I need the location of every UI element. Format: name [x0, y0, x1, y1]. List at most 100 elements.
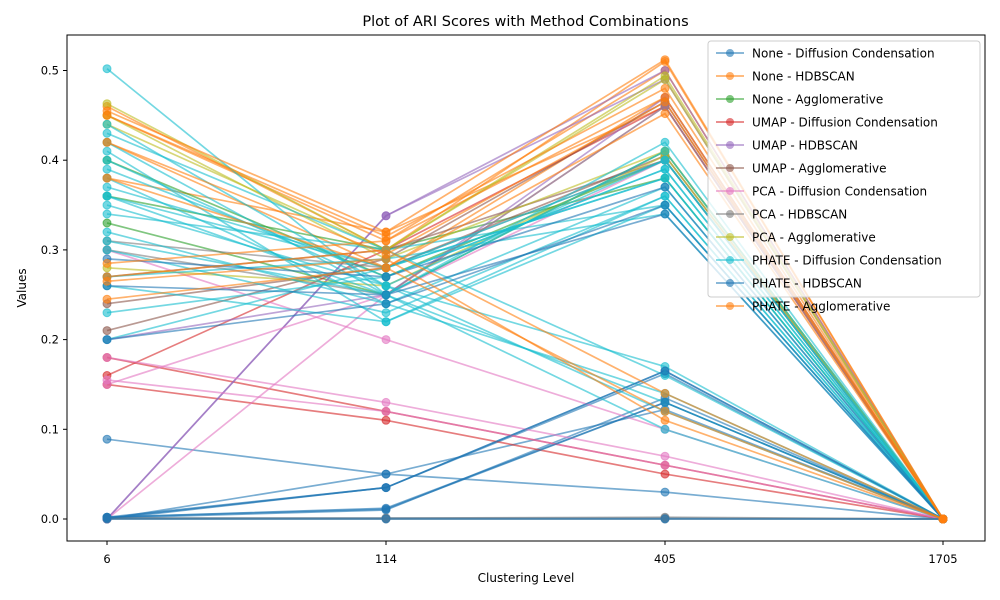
- y-tick-label: 0.5: [41, 64, 59, 78]
- x-tick-label: 6: [103, 552, 110, 566]
- data-point: [381, 245, 391, 255]
- data-point: [381, 483, 391, 493]
- legend-marker: [726, 141, 734, 149]
- data-point: [660, 460, 670, 470]
- x-axis-ticks: 6 114 405 1705: [103, 541, 958, 566]
- series-line: [107, 516, 944, 520]
- data-point: [102, 258, 112, 268]
- series-line: [106, 204, 944, 520]
- series-line: [106, 186, 944, 520]
- data-point: [102, 146, 112, 156]
- data-point: [660, 137, 670, 147]
- data-point: [381, 335, 391, 345]
- legend-label: None - Diffusion Condensation: [752, 47, 935, 61]
- legend-label: PHATE - HDBSCAN: [752, 277, 862, 291]
- data-point: [381, 290, 391, 300]
- data-point: [660, 109, 670, 119]
- legend-marker: [726, 233, 734, 241]
- data-point: [102, 209, 112, 219]
- legend-marker: [726, 95, 734, 103]
- data-point: [102, 513, 112, 523]
- data-point: [102, 294, 112, 304]
- data-point: [102, 191, 112, 201]
- legend-marker: [726, 279, 734, 287]
- x-axis-label: Clustering Level: [478, 571, 575, 585]
- data-point: [102, 236, 112, 246]
- series-line: [106, 159, 944, 520]
- y-tick-label: 0.4: [41, 153, 59, 167]
- data-point: [102, 173, 112, 183]
- series-line: [106, 438, 944, 520]
- data-point: [102, 335, 112, 345]
- legend-label: PCA - HDBSCAN: [752, 208, 847, 222]
- x-tick-label: 114: [375, 552, 397, 566]
- data-point: [102, 119, 112, 129]
- y-axis-ticks: 0.0 0.1 0.2 0.3 0.4 0.5: [41, 64, 67, 526]
- chart-title: Plot of ARI Scores with Method Combinati…: [362, 14, 688, 30]
- y-tick-label: 0.1: [41, 422, 59, 436]
- series-markers: [102, 55, 948, 524]
- data-point: [660, 75, 670, 84]
- data-point: [660, 388, 670, 398]
- data-point: [102, 182, 112, 192]
- data-point: [660, 469, 670, 479]
- data-point: [381, 281, 391, 291]
- series-line: [106, 154, 944, 520]
- data-point: [102, 353, 112, 362]
- data-point: [660, 182, 670, 192]
- legend-label: PCA - Diffusion Condensation: [752, 185, 927, 199]
- legend-label: None - HDBSCAN: [752, 70, 855, 84]
- data-point: [102, 137, 112, 147]
- data-point: [102, 434, 112, 444]
- data-point: [102, 227, 112, 237]
- x-tick-label: 1705: [928, 552, 957, 566]
- data-point: [102, 200, 112, 210]
- x-tick-label: 405: [654, 552, 676, 566]
- data-point: [660, 406, 670, 416]
- data-point: [660, 415, 670, 425]
- y-tick-label: 0.2: [41, 333, 59, 347]
- series-line: [106, 112, 944, 520]
- data-point: [660, 209, 670, 219]
- data-point: [381, 397, 391, 407]
- data-point: [938, 514, 948, 524]
- data-point: [660, 451, 670, 461]
- data-point: [102, 64, 112, 74]
- series-line: [106, 401, 944, 520]
- series-line: [106, 68, 944, 520]
- data-point: [102, 164, 112, 174]
- series-line: [106, 177, 944, 520]
- legend-label: UMAP - Diffusion Condensation: [752, 116, 938, 130]
- series-line: [106, 383, 944, 520]
- series-line: [106, 96, 944, 520]
- data-point: [381, 263, 391, 273]
- data-point: [660, 146, 670, 156]
- series-line: [106, 87, 944, 520]
- legend-marker: [726, 164, 734, 172]
- legend-marker: [726, 210, 734, 218]
- data-point: [102, 110, 112, 120]
- series-line: [106, 370, 944, 520]
- data-point: [660, 164, 670, 174]
- series-line: [106, 401, 944, 520]
- data-point: [102, 326, 112, 336]
- data-point: [102, 308, 112, 318]
- data-point: [102, 276, 112, 286]
- data-point: [381, 406, 391, 416]
- data-point: [102, 155, 112, 165]
- data-point: [102, 128, 112, 138]
- legend: None - Diffusion Condensation None - HDBS…: [707, 40, 981, 314]
- data-point: [381, 299, 391, 309]
- y-axis-label: Values: [15, 268, 29, 307]
- data-point: [381, 211, 391, 221]
- data-point: [660, 200, 670, 210]
- data-point: [660, 366, 670, 376]
- y-tick-label: 0.3: [41, 243, 59, 257]
- legend-marker: [726, 49, 734, 57]
- y-tick-label: 0.0: [41, 512, 59, 526]
- data-point: [102, 218, 112, 228]
- series-lines: [106, 58, 944, 520]
- data-point: [660, 487, 670, 497]
- data-point: [660, 514, 670, 524]
